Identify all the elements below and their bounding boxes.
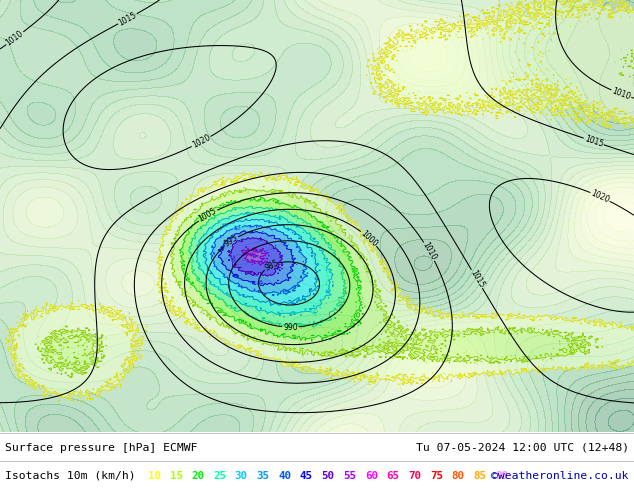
Text: 1005: 1005	[197, 206, 219, 224]
Text: 50: 50	[229, 255, 235, 263]
Text: 10: 10	[413, 28, 422, 36]
Text: 50: 50	[321, 470, 335, 481]
Text: 15: 15	[467, 327, 476, 335]
Text: 15: 15	[170, 470, 183, 481]
Text: 10: 10	[539, 104, 548, 113]
Text: Isotachs 10m (km/h): Isotachs 10m (km/h)	[5, 470, 136, 481]
Text: 985: 985	[263, 258, 280, 273]
Text: 60: 60	[365, 470, 378, 481]
Text: 10: 10	[593, 107, 603, 116]
Text: 10: 10	[615, 7, 623, 12]
Text: 1015: 1015	[117, 10, 138, 27]
Text: 10: 10	[148, 470, 161, 481]
Text: 1015: 1015	[468, 269, 486, 290]
Text: 1010: 1010	[611, 86, 632, 101]
Text: 10: 10	[410, 306, 419, 315]
Text: 10: 10	[515, 0, 524, 4]
Text: 1015: 1015	[583, 134, 604, 149]
Text: 10: 10	[527, 85, 537, 94]
Text: 1020: 1020	[590, 189, 611, 205]
Text: 1010: 1010	[4, 29, 25, 48]
Text: 40: 40	[278, 470, 291, 481]
Text: 55: 55	[249, 252, 257, 259]
Text: 10: 10	[508, 89, 518, 98]
Text: 1020: 1020	[191, 133, 212, 150]
Text: 10: 10	[540, 85, 550, 94]
Text: 70: 70	[408, 470, 421, 481]
Text: 45: 45	[256, 280, 265, 286]
Text: 90: 90	[495, 470, 508, 481]
Text: 40: 40	[233, 225, 242, 232]
Text: 35: 35	[256, 470, 269, 481]
Text: 10: 10	[611, 107, 618, 116]
Text: 30: 30	[235, 470, 248, 481]
Text: 10: 10	[507, 5, 515, 11]
Text: 990: 990	[283, 322, 298, 332]
Text: 1000: 1000	[359, 229, 379, 248]
Text: 85: 85	[474, 470, 486, 481]
Text: 1010: 1010	[420, 241, 438, 262]
Text: 10: 10	[505, 25, 514, 32]
Text: 20: 20	[197, 212, 206, 221]
Text: 35: 35	[221, 222, 230, 228]
Text: 15: 15	[41, 349, 50, 357]
Text: 25: 25	[213, 470, 226, 481]
Text: 10: 10	[129, 345, 138, 353]
Text: 10: 10	[574, 3, 583, 10]
Text: 65: 65	[387, 470, 399, 481]
Text: 30: 30	[312, 308, 320, 317]
Text: 10: 10	[468, 27, 477, 36]
Text: 10: 10	[619, 117, 628, 123]
Text: Tu 07-05-2024 12:00 UTC (12+48): Tu 07-05-2024 12:00 UTC (12+48)	[416, 443, 629, 453]
Text: 25: 25	[186, 256, 193, 265]
Text: 75: 75	[430, 470, 443, 481]
Text: 55: 55	[343, 470, 356, 481]
Text: 20: 20	[191, 470, 204, 481]
Text: 45: 45	[300, 470, 313, 481]
Text: 10: 10	[593, 0, 602, 4]
Text: 80: 80	[451, 470, 465, 481]
Text: 10: 10	[505, 315, 513, 321]
Text: 15: 15	[387, 332, 397, 340]
Text: ©weatheronline.co.uk: ©weatheronline.co.uk	[491, 470, 629, 481]
Text: 15: 15	[346, 234, 354, 242]
Text: 10: 10	[626, 5, 634, 15]
Text: 15: 15	[454, 330, 462, 336]
Text: 10: 10	[562, 2, 571, 9]
Text: 995: 995	[223, 233, 240, 249]
Text: 10: 10	[486, 101, 495, 107]
Text: Surface pressure [hPa] ECMWF: Surface pressure [hPa] ECMWF	[5, 443, 198, 453]
Text: 10: 10	[342, 369, 351, 377]
